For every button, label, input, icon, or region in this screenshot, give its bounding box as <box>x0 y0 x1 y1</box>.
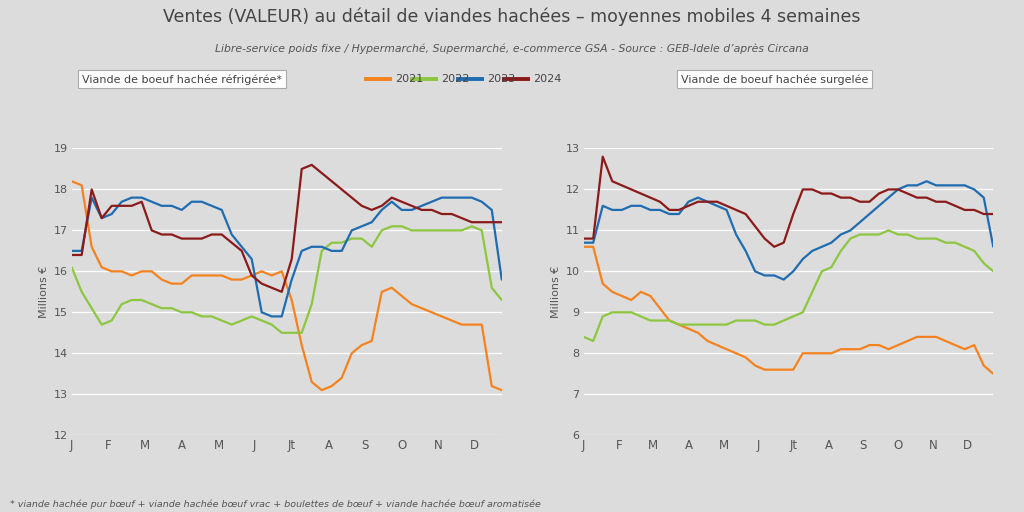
Text: Viande de boeuf hachée surgelée: Viande de boeuf hachée surgelée <box>681 74 868 84</box>
Text: 2023: 2023 <box>487 74 516 84</box>
Text: Libre-service poids fixe / Hypermarché, Supermarché, e-commerce GSA - Source : G: Libre-service poids fixe / Hypermarché, … <box>215 44 809 54</box>
Text: 2024: 2024 <box>534 74 562 84</box>
Text: 2022: 2022 <box>441 74 470 84</box>
Text: 2021: 2021 <box>395 74 424 84</box>
Text: Viande de boeuf hachée réfrigérée*: Viande de boeuf hachée réfrigérée* <box>82 74 282 84</box>
Text: * viande hachée pur bœuf + viande hachée bœuf vrac + boulettes de bœuf + viande : * viande hachée pur bœuf + viande hachée… <box>10 500 541 509</box>
Text: Ventes (VALEUR) au détail de viandes hachées – moyennes mobiles 4 semaines: Ventes (VALEUR) au détail de viandes hac… <box>163 8 861 26</box>
Y-axis label: Millions €: Millions € <box>39 266 49 318</box>
Y-axis label: Millions €: Millions € <box>551 266 561 318</box>
